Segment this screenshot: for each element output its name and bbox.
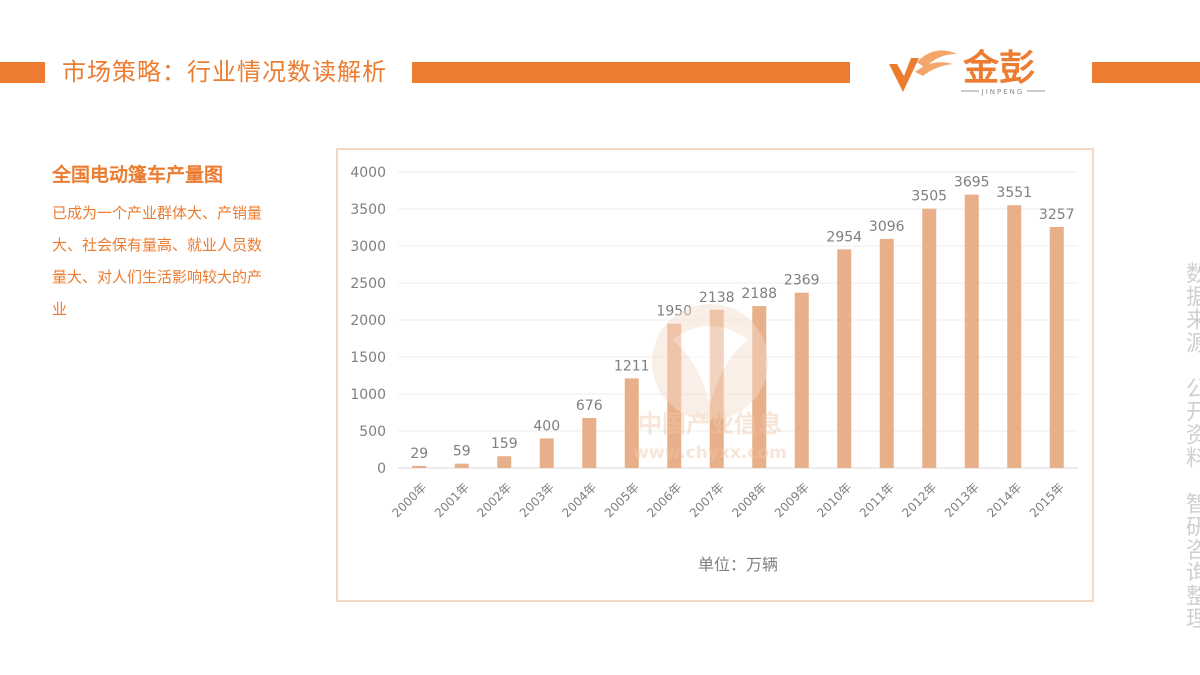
y-tick-label: 3500 bbox=[350, 202, 386, 218]
header-accent-bar-middle bbox=[412, 62, 850, 83]
bar-data-label: 29 bbox=[410, 446, 428, 462]
y-tick-label: 1500 bbox=[350, 350, 386, 366]
x-tick-label: 2014年 bbox=[984, 480, 1024, 520]
x-axis-label: 单位：万辆 bbox=[698, 555, 778, 574]
brand-logo: 金彭 JINPENG bbox=[889, 47, 1045, 96]
bar-data-label: 2954 bbox=[826, 229, 862, 245]
x-tick-label: 2010年 bbox=[814, 480, 854, 520]
bar-data-label: 3096 bbox=[869, 219, 905, 235]
bar-data-label: 3505 bbox=[911, 189, 947, 205]
bar bbox=[1007, 205, 1022, 468]
page-title: 市场策略：行业情况数读解析 bbox=[62, 58, 387, 86]
watermark-circle-icon bbox=[652, 304, 768, 420]
logo-subtext: JINPENG bbox=[981, 88, 1025, 96]
wing-icon bbox=[889, 58, 919, 92]
chart-frame: 0 500 1000 1500 2000 2500 3000 3500 4000 29 2000年 5… bbox=[336, 148, 1094, 602]
x-tick-label: 2001年 bbox=[432, 480, 472, 520]
intro-body: 已成为一个产业群体大、产销量大、社会保有量高、就业人员数量大、对人们生活影响较大… bbox=[52, 204, 263, 318]
y-tick-label: 2500 bbox=[350, 276, 386, 292]
bar bbox=[837, 249, 852, 468]
header-accent-bar-left bbox=[0, 62, 45, 83]
x-tick-label: 2006年 bbox=[644, 480, 684, 520]
y-tick-label: 4000 bbox=[350, 165, 386, 181]
bar-data-label: 3257 bbox=[1039, 207, 1075, 223]
source-note: 数据来源：公开资料、智研咨询整理 bbox=[1182, 262, 1200, 630]
bar-data-label: 2188 bbox=[741, 286, 777, 302]
x-tick-label: 2002年 bbox=[474, 480, 514, 520]
bar-data-label: 676 bbox=[576, 398, 603, 414]
bar bbox=[497, 456, 512, 468]
x-tick-label: 2000年 bbox=[389, 480, 429, 520]
watermark-url: www.chyxx.com bbox=[633, 443, 787, 463]
x-tick-label: 2004年 bbox=[559, 480, 599, 520]
bar-data-label: 159 bbox=[491, 436, 518, 452]
bar bbox=[1049, 226, 1064, 468]
bar-data-label: 2369 bbox=[784, 273, 820, 289]
x-tick-label: 2005年 bbox=[602, 480, 642, 520]
bar bbox=[709, 309, 724, 468]
y-tick-label: 0 bbox=[377, 461, 386, 477]
logo-text: 金彭 bbox=[962, 47, 1035, 89]
y-tick-label: 3000 bbox=[350, 239, 386, 255]
x-tick-label: 2012年 bbox=[899, 480, 939, 520]
y-tick-label: 2000 bbox=[350, 313, 386, 329]
bar-data-label: 3695 bbox=[954, 175, 990, 191]
bar bbox=[667, 323, 682, 468]
bar-data-label: 2138 bbox=[699, 290, 735, 306]
bar bbox=[454, 463, 469, 468]
bar bbox=[539, 438, 554, 468]
watermark: 中国产业信息 www.chyxx.com bbox=[633, 304, 787, 463]
bar bbox=[879, 238, 894, 468]
x-tick-label: 2007年 bbox=[687, 480, 727, 520]
bar bbox=[964, 194, 979, 468]
x-tick-label: 2008年 bbox=[729, 480, 769, 520]
bar-chart: 0 500 1000 1500 2000 2500 3000 3500 4000 29 2000年 5… bbox=[350, 165, 1078, 574]
bar bbox=[752, 306, 767, 468]
bar-data-label: 1211 bbox=[614, 358, 650, 374]
x-tick-label: 2011年 bbox=[857, 480, 897, 520]
y-tick-label: 500 bbox=[359, 424, 386, 440]
intro-heading: 全国电动篷车产量图 bbox=[52, 164, 224, 186]
bar bbox=[794, 292, 809, 468]
bar bbox=[582, 417, 597, 468]
bar-data-label: 400 bbox=[533, 418, 560, 434]
header-accent-bar-right bbox=[1092, 62, 1200, 83]
bar-data-label: 59 bbox=[453, 444, 471, 460]
watermark-text: 中国产业信息 bbox=[638, 410, 782, 438]
x-tick-label: 2009年 bbox=[772, 480, 812, 520]
bar bbox=[922, 208, 937, 468]
bar-data-label: 1950 bbox=[656, 304, 692, 320]
x-tick-label: 2013年 bbox=[942, 480, 982, 520]
bar-data-label: 3551 bbox=[996, 185, 1032, 201]
x-tick-label: 2003年 bbox=[517, 480, 557, 520]
bar bbox=[412, 465, 427, 468]
y-tick-label: 1000 bbox=[350, 387, 386, 403]
x-tick-label: 2015年 bbox=[1027, 480, 1067, 520]
bar bbox=[624, 378, 639, 468]
